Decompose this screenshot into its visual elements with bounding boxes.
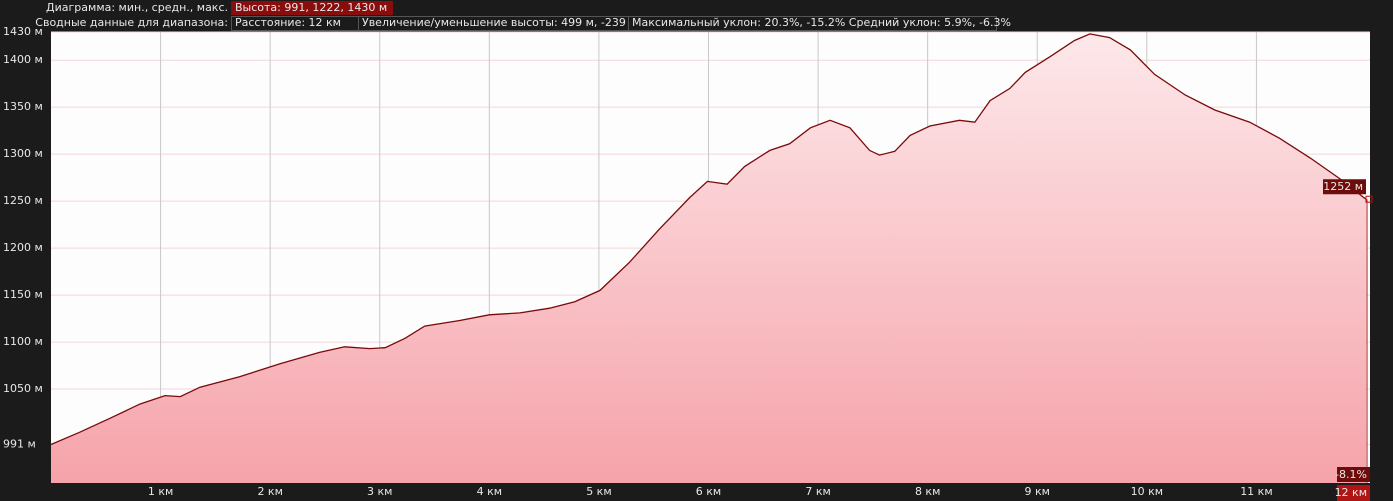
y-tick-label: 1200 м [3, 241, 43, 254]
x-tick-label: 8 км [915, 485, 940, 498]
position-marker [1365, 195, 1373, 203]
position-label: 12 км [1335, 486, 1367, 499]
x-tick-label: 9 км [1025, 485, 1050, 498]
y-tick-label: 1300 м [3, 147, 43, 160]
x-tick-label: 10 км [1131, 485, 1163, 498]
slope-label-box [1337, 467, 1370, 482]
x-tick-label: 3 км [367, 485, 392, 498]
distance: Расстояние: 12 км [235, 16, 341, 29]
y-tick-label: 1430 м [3, 25, 43, 38]
y-tick-label: 1100 м [3, 335, 43, 348]
x-tick-label: 11 км [1240, 485, 1272, 498]
gain-loss: Увеличение/уменьшение высоты: 499 м, -23… [362, 16, 638, 29]
slope-box [628, 16, 997, 31]
x-tick-label: 2 км [257, 485, 282, 498]
slope: Максимальный уклон: 20.3%, -15.2% Средни… [632, 16, 1011, 29]
x-tick-label: 4 км [477, 485, 502, 498]
elevation-line [50, 33, 1367, 446]
x-tick-label: 1 км [148, 485, 173, 498]
chart-label: Диаграмма: мин., средн., макс. [46, 1, 228, 14]
y-tick-label: 1050 м [3, 382, 43, 395]
area-fill [51, 33, 1366, 484]
position-label-box [1337, 485, 1370, 501]
x-tick-label: 7 км [805, 485, 830, 498]
y-tick-label: 991 м [3, 437, 36, 450]
y-tick-label: 1150 м [3, 288, 43, 301]
x-tick-label: 6 км [696, 485, 721, 498]
x-tick-label: 5 км [586, 485, 611, 498]
slope-label: -8.1% [1335, 468, 1367, 481]
y-tick-label: 1350 м [3, 100, 43, 113]
summary-label: Сводные данные для диапазона: [35, 16, 228, 29]
elevation-summary: Высота: 991, 1222, 1430 м [235, 1, 387, 14]
value-label-box [1323, 179, 1366, 195]
elevation-box [231, 1, 393, 15]
y-tick-label: 1250 м [3, 194, 43, 207]
value-label: 1252 м [1323, 180, 1363, 193]
y-tick-label: 1400 м [3, 53, 43, 66]
